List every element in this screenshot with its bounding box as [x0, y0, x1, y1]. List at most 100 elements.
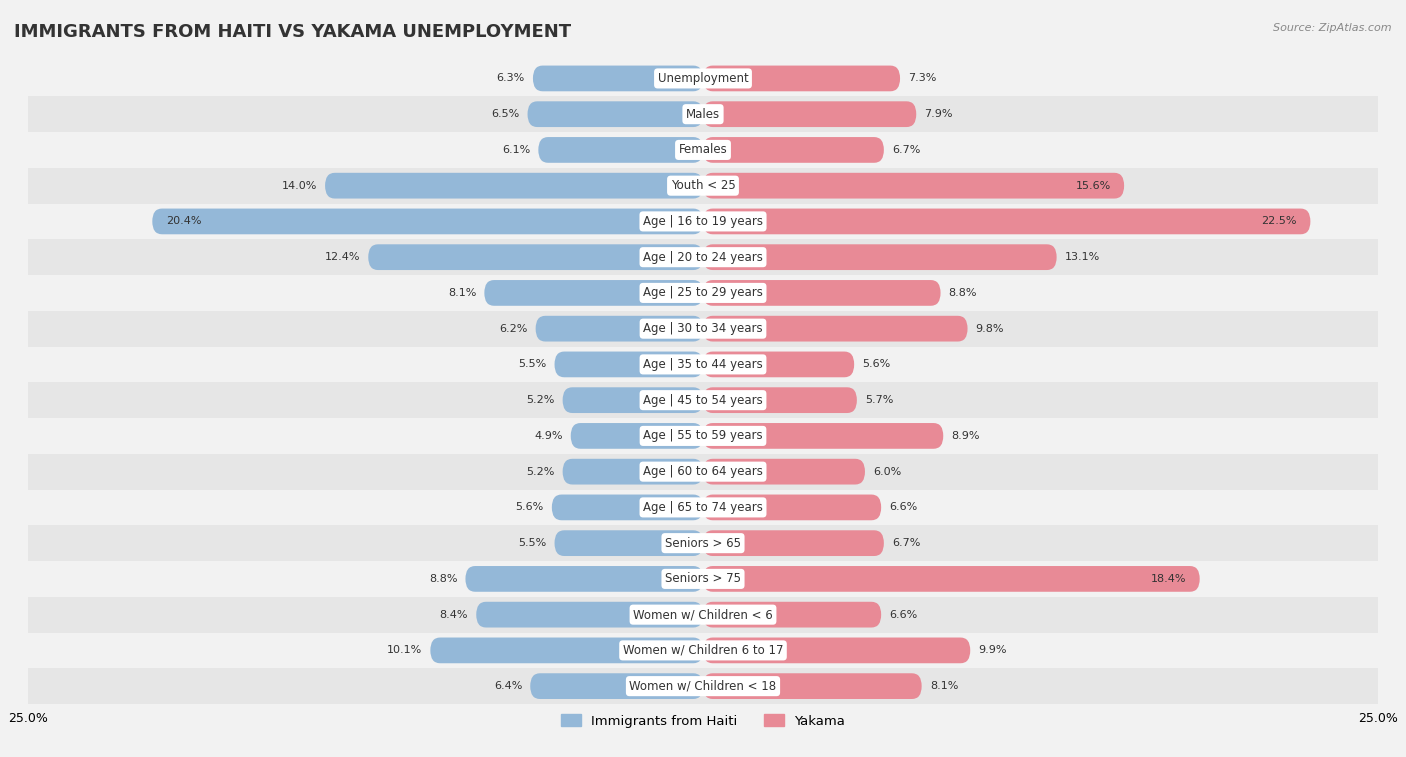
Text: 20.4%: 20.4% — [166, 217, 201, 226]
Text: Females: Females — [679, 143, 727, 157]
FancyBboxPatch shape — [465, 566, 703, 592]
Text: 9.9%: 9.9% — [979, 646, 1007, 656]
Text: Age | 45 to 54 years: Age | 45 to 54 years — [643, 394, 763, 407]
FancyBboxPatch shape — [703, 208, 1310, 235]
Text: Age | 16 to 19 years: Age | 16 to 19 years — [643, 215, 763, 228]
FancyBboxPatch shape — [368, 245, 703, 270]
FancyBboxPatch shape — [562, 459, 703, 484]
Text: 8.1%: 8.1% — [449, 288, 477, 298]
Text: Age | 60 to 64 years: Age | 60 to 64 years — [643, 465, 763, 478]
Text: 6.6%: 6.6% — [889, 503, 918, 512]
FancyBboxPatch shape — [703, 66, 900, 92]
FancyBboxPatch shape — [551, 494, 703, 520]
FancyBboxPatch shape — [703, 316, 967, 341]
Bar — [28, 61, 1378, 96]
Bar — [28, 597, 1378, 633]
Text: 18.4%: 18.4% — [1150, 574, 1187, 584]
FancyBboxPatch shape — [703, 351, 855, 377]
Text: 7.9%: 7.9% — [924, 109, 953, 119]
FancyBboxPatch shape — [703, 101, 917, 127]
Text: 6.6%: 6.6% — [889, 609, 918, 620]
Text: 22.5%: 22.5% — [1261, 217, 1296, 226]
Text: Youth < 25: Youth < 25 — [671, 179, 735, 192]
Text: 7.3%: 7.3% — [908, 73, 936, 83]
FancyBboxPatch shape — [430, 637, 703, 663]
Bar — [28, 239, 1378, 275]
FancyBboxPatch shape — [152, 208, 703, 235]
Text: Women w/ Children < 18: Women w/ Children < 18 — [630, 680, 776, 693]
Text: Seniors > 65: Seniors > 65 — [665, 537, 741, 550]
FancyBboxPatch shape — [562, 388, 703, 413]
FancyBboxPatch shape — [703, 637, 970, 663]
Text: 14.0%: 14.0% — [281, 181, 316, 191]
Text: 8.4%: 8.4% — [440, 609, 468, 620]
Text: Age | 25 to 29 years: Age | 25 to 29 years — [643, 286, 763, 300]
Bar — [28, 382, 1378, 418]
FancyBboxPatch shape — [703, 566, 1199, 592]
Text: 4.9%: 4.9% — [534, 431, 562, 441]
Text: 10.1%: 10.1% — [387, 646, 422, 656]
Bar — [28, 347, 1378, 382]
Bar — [28, 668, 1378, 704]
FancyBboxPatch shape — [536, 316, 703, 341]
Text: Age | 30 to 34 years: Age | 30 to 34 years — [643, 322, 763, 335]
Bar — [28, 204, 1378, 239]
Text: Women w/ Children 6 to 17: Women w/ Children 6 to 17 — [623, 644, 783, 657]
FancyBboxPatch shape — [554, 531, 703, 556]
Bar — [28, 311, 1378, 347]
Text: 6.2%: 6.2% — [499, 324, 527, 334]
FancyBboxPatch shape — [703, 602, 882, 628]
Legend: Immigrants from Haiti, Yakama: Immigrants from Haiti, Yakama — [555, 709, 851, 733]
Bar — [28, 633, 1378, 668]
FancyBboxPatch shape — [530, 673, 703, 699]
Text: 6.1%: 6.1% — [502, 145, 530, 155]
Bar — [28, 490, 1378, 525]
FancyBboxPatch shape — [703, 673, 922, 699]
Text: Age | 35 to 44 years: Age | 35 to 44 years — [643, 358, 763, 371]
FancyBboxPatch shape — [703, 423, 943, 449]
FancyBboxPatch shape — [554, 351, 703, 377]
FancyBboxPatch shape — [484, 280, 703, 306]
Text: 6.7%: 6.7% — [891, 145, 921, 155]
FancyBboxPatch shape — [527, 101, 703, 127]
Text: 8.8%: 8.8% — [429, 574, 457, 584]
FancyBboxPatch shape — [325, 173, 703, 198]
FancyBboxPatch shape — [703, 494, 882, 520]
Text: 13.1%: 13.1% — [1064, 252, 1099, 262]
Text: Males: Males — [686, 107, 720, 120]
Bar — [28, 453, 1378, 490]
Text: IMMIGRANTS FROM HAITI VS YAKAMA UNEMPLOYMENT: IMMIGRANTS FROM HAITI VS YAKAMA UNEMPLOY… — [14, 23, 571, 41]
Bar — [28, 561, 1378, 597]
Text: 6.4%: 6.4% — [494, 681, 522, 691]
Text: 9.8%: 9.8% — [976, 324, 1004, 334]
Text: 6.0%: 6.0% — [873, 466, 901, 477]
Text: 5.5%: 5.5% — [519, 360, 547, 369]
Text: Age | 65 to 74 years: Age | 65 to 74 years — [643, 501, 763, 514]
Bar — [28, 525, 1378, 561]
Text: 5.6%: 5.6% — [516, 503, 544, 512]
Text: Seniors > 75: Seniors > 75 — [665, 572, 741, 585]
Text: Unemployment: Unemployment — [658, 72, 748, 85]
Text: 8.8%: 8.8% — [949, 288, 977, 298]
FancyBboxPatch shape — [703, 459, 865, 484]
Text: Source: ZipAtlas.com: Source: ZipAtlas.com — [1274, 23, 1392, 33]
Bar — [28, 132, 1378, 168]
Text: 6.5%: 6.5% — [491, 109, 519, 119]
Text: 5.2%: 5.2% — [526, 466, 554, 477]
Text: 12.4%: 12.4% — [325, 252, 360, 262]
Text: Age | 55 to 59 years: Age | 55 to 59 years — [643, 429, 763, 442]
Text: Age | 20 to 24 years: Age | 20 to 24 years — [643, 251, 763, 263]
Bar — [28, 418, 1378, 453]
Bar — [28, 275, 1378, 311]
Text: 15.6%: 15.6% — [1076, 181, 1111, 191]
FancyBboxPatch shape — [703, 388, 856, 413]
Bar — [28, 168, 1378, 204]
FancyBboxPatch shape — [538, 137, 703, 163]
Text: 8.9%: 8.9% — [952, 431, 980, 441]
Text: 5.6%: 5.6% — [862, 360, 890, 369]
Text: Women w/ Children < 6: Women w/ Children < 6 — [633, 608, 773, 621]
Text: 5.2%: 5.2% — [526, 395, 554, 405]
FancyBboxPatch shape — [477, 602, 703, 628]
FancyBboxPatch shape — [703, 173, 1125, 198]
Text: 6.3%: 6.3% — [496, 73, 524, 83]
